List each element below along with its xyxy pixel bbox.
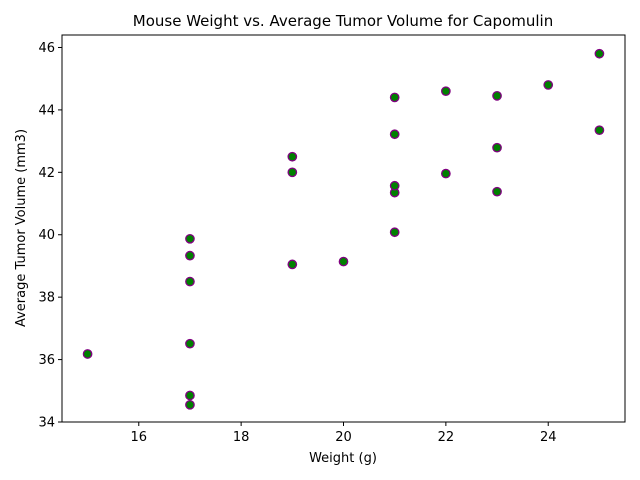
- x-tick-label: 22: [438, 430, 455, 445]
- plot-frame: [61, 34, 626, 423]
- data-point: [185, 390, 195, 401]
- data-point: [594, 125, 605, 136]
- data-point: [492, 186, 502, 197]
- data-point: [441, 168, 451, 179]
- data-point: [82, 349, 93, 359]
- x-tick-label: 18: [233, 430, 250, 445]
- x-axis-label: Weight (g): [309, 451, 377, 466]
- points-layer: [82, 48, 605, 410]
- data-point: [185, 338, 195, 349]
- y-tick-label: 34: [38, 416, 55, 431]
- data-point: [389, 227, 400, 238]
- y-tick-label: 40: [38, 228, 55, 243]
- data-point: [185, 399, 195, 410]
- y-tick-label: 46: [38, 41, 55, 56]
- y-tick-label: 36: [38, 353, 55, 368]
- x-tick-label: 20: [335, 430, 352, 445]
- y-axis-ticks: 34 36 38 40 42 44 46: [38, 41, 62, 431]
- data-point: [185, 250, 195, 261]
- chart-title: Mouse Weight vs. Average Tumor Volume fo…: [133, 12, 553, 30]
- y-tick-label: 38: [38, 291, 55, 306]
- data-point: [441, 86, 451, 97]
- x-tick-label: 16: [130, 430, 147, 445]
- y-tick-label: 42: [38, 166, 55, 181]
- y-tick-label: 44: [38, 103, 55, 118]
- data-point: [287, 259, 298, 270]
- data-point: [287, 167, 298, 178]
- data-point: [185, 233, 195, 244]
- data-point: [389, 180, 400, 191]
- data-point: [287, 151, 298, 162]
- data-point: [185, 276, 195, 287]
- x-tick-label: 24: [540, 430, 557, 445]
- data-point: [594, 48, 605, 59]
- data-point: [389, 129, 400, 140]
- x-axis-ticks: 16 18 20 22 24: [130, 422, 557, 445]
- data-point: [338, 256, 349, 267]
- y-axis-label: Average Tumor Volume (mm3): [14, 129, 29, 327]
- data-point: [492, 91, 502, 101]
- data-point: [389, 92, 400, 103]
- data-point: [492, 142, 502, 153]
- data-point: [543, 80, 554, 90]
